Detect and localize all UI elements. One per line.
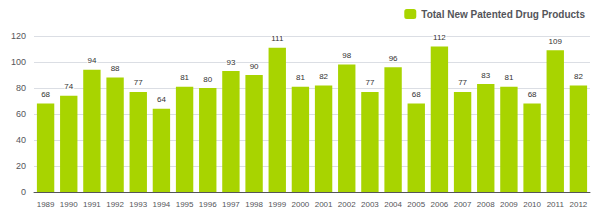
svg-text:2007: 2007 <box>454 200 472 209</box>
svg-text:112: 112 <box>433 33 446 42</box>
svg-text:82: 82 <box>574 72 583 81</box>
svg-text:Total New Patented Drug Produc: Total New Patented Drug Products <box>421 9 585 20</box>
svg-text:1996: 1996 <box>199 200 217 209</box>
svg-text:90: 90 <box>250 62 259 71</box>
svg-text:2006: 2006 <box>431 200 449 209</box>
svg-text:1999: 1999 <box>268 200 286 209</box>
svg-text:81: 81 <box>180 73 189 82</box>
svg-text:80: 80 <box>16 83 26 93</box>
svg-text:100: 100 <box>11 57 26 67</box>
svg-text:2008: 2008 <box>477 200 495 209</box>
svg-text:120: 120 <box>11 31 26 41</box>
svg-text:68: 68 <box>528 90 537 99</box>
svg-text:93: 93 <box>226 58 235 67</box>
svg-text:60: 60 <box>16 109 26 119</box>
svg-text:1995: 1995 <box>176 200 194 209</box>
svg-text:1990: 1990 <box>60 200 78 209</box>
svg-text:20: 20 <box>16 161 26 171</box>
svg-text:109: 109 <box>549 37 563 46</box>
svg-text:2000: 2000 <box>292 200 310 209</box>
svg-text:68: 68 <box>41 90 50 99</box>
svg-text:74: 74 <box>64 82 73 91</box>
svg-text:1994: 1994 <box>153 200 171 209</box>
svg-text:98: 98 <box>342 51 351 60</box>
svg-text:2010: 2010 <box>523 200 541 209</box>
svg-text:1991: 1991 <box>83 200 101 209</box>
svg-text:82: 82 <box>319 72 328 81</box>
svg-text:80: 80 <box>203 75 212 84</box>
svg-text:64: 64 <box>157 95 166 104</box>
svg-text:1997: 1997 <box>222 200 240 209</box>
svg-text:83: 83 <box>481 71 490 80</box>
svg-text:2005: 2005 <box>407 200 425 209</box>
svg-text:0: 0 <box>21 187 26 197</box>
svg-text:94: 94 <box>87 56 96 65</box>
svg-text:1989: 1989 <box>37 200 55 209</box>
svg-text:2003: 2003 <box>361 200 379 209</box>
svg-text:77: 77 <box>134 78 143 87</box>
svg-text:81: 81 <box>504 73 513 82</box>
svg-text:81: 81 <box>296 73 305 82</box>
svg-text:111: 111 <box>271 34 284 43</box>
svg-text:2004: 2004 <box>384 200 402 209</box>
svg-text:77: 77 <box>458 78 467 87</box>
svg-text:2009: 2009 <box>500 200 518 209</box>
svg-text:88: 88 <box>111 64 120 73</box>
svg-text:40: 40 <box>16 135 26 145</box>
svg-text:96: 96 <box>389 54 398 63</box>
svg-text:1993: 1993 <box>129 200 147 209</box>
svg-text:77: 77 <box>365 78 374 87</box>
svg-text:68: 68 <box>412 90 421 99</box>
svg-text:1998: 1998 <box>245 200 263 209</box>
svg-text:2002: 2002 <box>338 200 356 209</box>
svg-text:2012: 2012 <box>570 200 588 209</box>
svg-text:2001: 2001 <box>315 200 333 209</box>
svg-text:2011: 2011 <box>547 200 565 209</box>
svg-text:1992: 1992 <box>106 200 124 209</box>
